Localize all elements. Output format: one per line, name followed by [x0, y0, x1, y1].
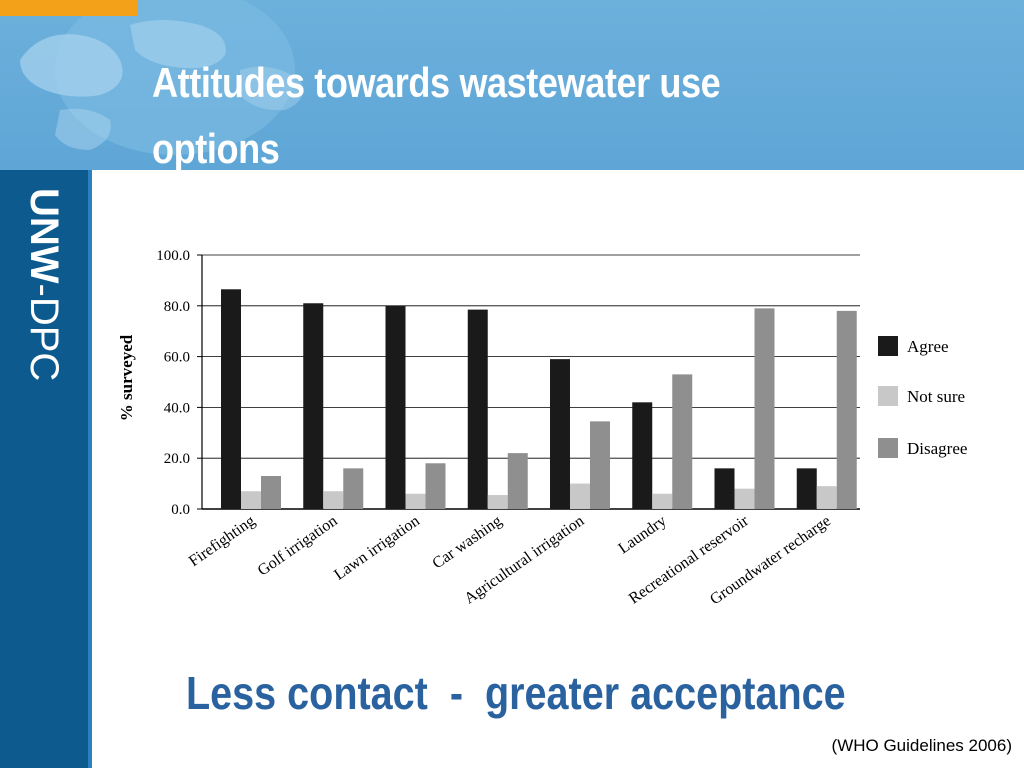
- legend-label: Not sure: [907, 387, 965, 406]
- bar-disagree: [343, 468, 364, 509]
- bar-disagree: [672, 374, 693, 509]
- y-tick-label: 0.0: [171, 502, 190, 518]
- bar-not-sure: [570, 483, 590, 509]
- bar-disagree: [425, 463, 446, 509]
- x-tick-label: Laundry: [615, 512, 669, 557]
- y-axis-label: % surveyed: [117, 334, 136, 421]
- bar-agree: [467, 309, 488, 509]
- legend-swatch: [878, 386, 898, 406]
- x-tick-label: Lawn irrigation: [331, 512, 423, 583]
- bar-not-sure: [652, 493, 673, 509]
- legend-label: Agree: [907, 337, 949, 356]
- x-tick-label: Firefighting: [186, 512, 258, 570]
- bar-agree: [550, 359, 570, 509]
- sidebar-band: [0, 170, 88, 768]
- bar-not-sure: [734, 488, 755, 509]
- citation: (WHO Guidelines 2006): [831, 736, 1012, 755]
- bar-not-sure: [323, 491, 344, 509]
- brand-logo-text: UNW-DPC: [22, 188, 66, 408]
- x-tick-label: Golf irrigation: [255, 512, 341, 579]
- bar-agree: [632, 402, 653, 509]
- legend-swatch: [878, 336, 898, 356]
- y-tick-label: 20.0: [164, 451, 190, 467]
- bar-chart: 0.0 20.0 40.0 60.0 80.0 100.0 FirefightingGolf…: [117, 248, 967, 608]
- bar-disagree: [261, 475, 281, 509]
- bar-agree: [714, 468, 735, 509]
- bar-agree: [303, 303, 324, 509]
- bar-agree: [221, 289, 241, 509]
- brand-rest: -DPC: [22, 283, 66, 382]
- bar-disagree: [754, 308, 775, 509]
- y-tick-label: 40.0: [164, 400, 190, 416]
- slide-title: Attitudes towards wastewater use options: [152, 59, 721, 170]
- world-map-graphic: [20, 0, 303, 155]
- bar-not-sure: [241, 491, 261, 509]
- legend-swatch: [878, 438, 898, 458]
- bar-disagree: [836, 310, 857, 509]
- bar-agree: [385, 305, 406, 509]
- bar-not-sure: [816, 486, 837, 509]
- bars-layer: [221, 289, 857, 509]
- y-tick-label: 80.0: [164, 299, 190, 315]
- bar-not-sure: [487, 495, 508, 509]
- orange-accent-tab: [0, 0, 138, 16]
- bar-disagree: [507, 453, 528, 509]
- bar-disagree: [590, 421, 610, 509]
- brand-bold: UNW: [22, 188, 66, 284]
- sidebar-edge: [88, 170, 92, 768]
- header-band: Attitudes towards wastewater use options: [0, 0, 1024, 170]
- y-tick-label: 100.0: [156, 248, 190, 264]
- y-tick-label: 60.0: [164, 350, 190, 366]
- legend: Agree Not sure Disagree: [878, 336, 967, 458]
- bar-agree: [796, 468, 817, 509]
- tagline: Less contact - greater acceptance: [186, 667, 846, 719]
- x-tick-label: Car washing: [429, 512, 505, 572]
- legend-label: Disagree: [907, 439, 967, 458]
- axis-layer: 0.0 20.0 40.0 60.0 80.0 100.0 FirefightingGolf…: [156, 248, 834, 608]
- bar-not-sure: [405, 493, 426, 509]
